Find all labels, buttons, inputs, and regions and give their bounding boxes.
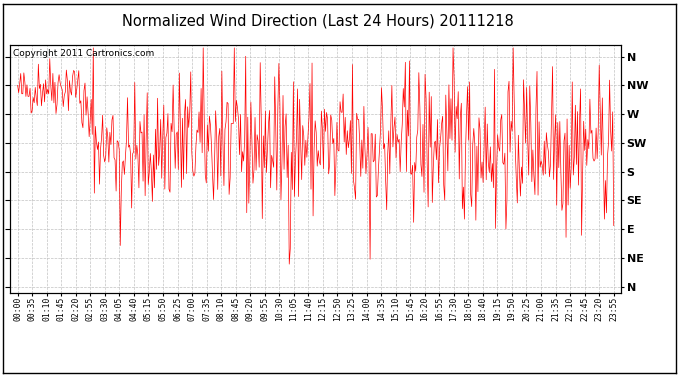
- Text: Normalized Wind Direction (Last 24 Hours) 20111218: Normalized Wind Direction (Last 24 Hours…: [121, 13, 513, 28]
- Text: Copyright 2011 Cartronics.com: Copyright 2011 Cartronics.com: [13, 49, 155, 58]
